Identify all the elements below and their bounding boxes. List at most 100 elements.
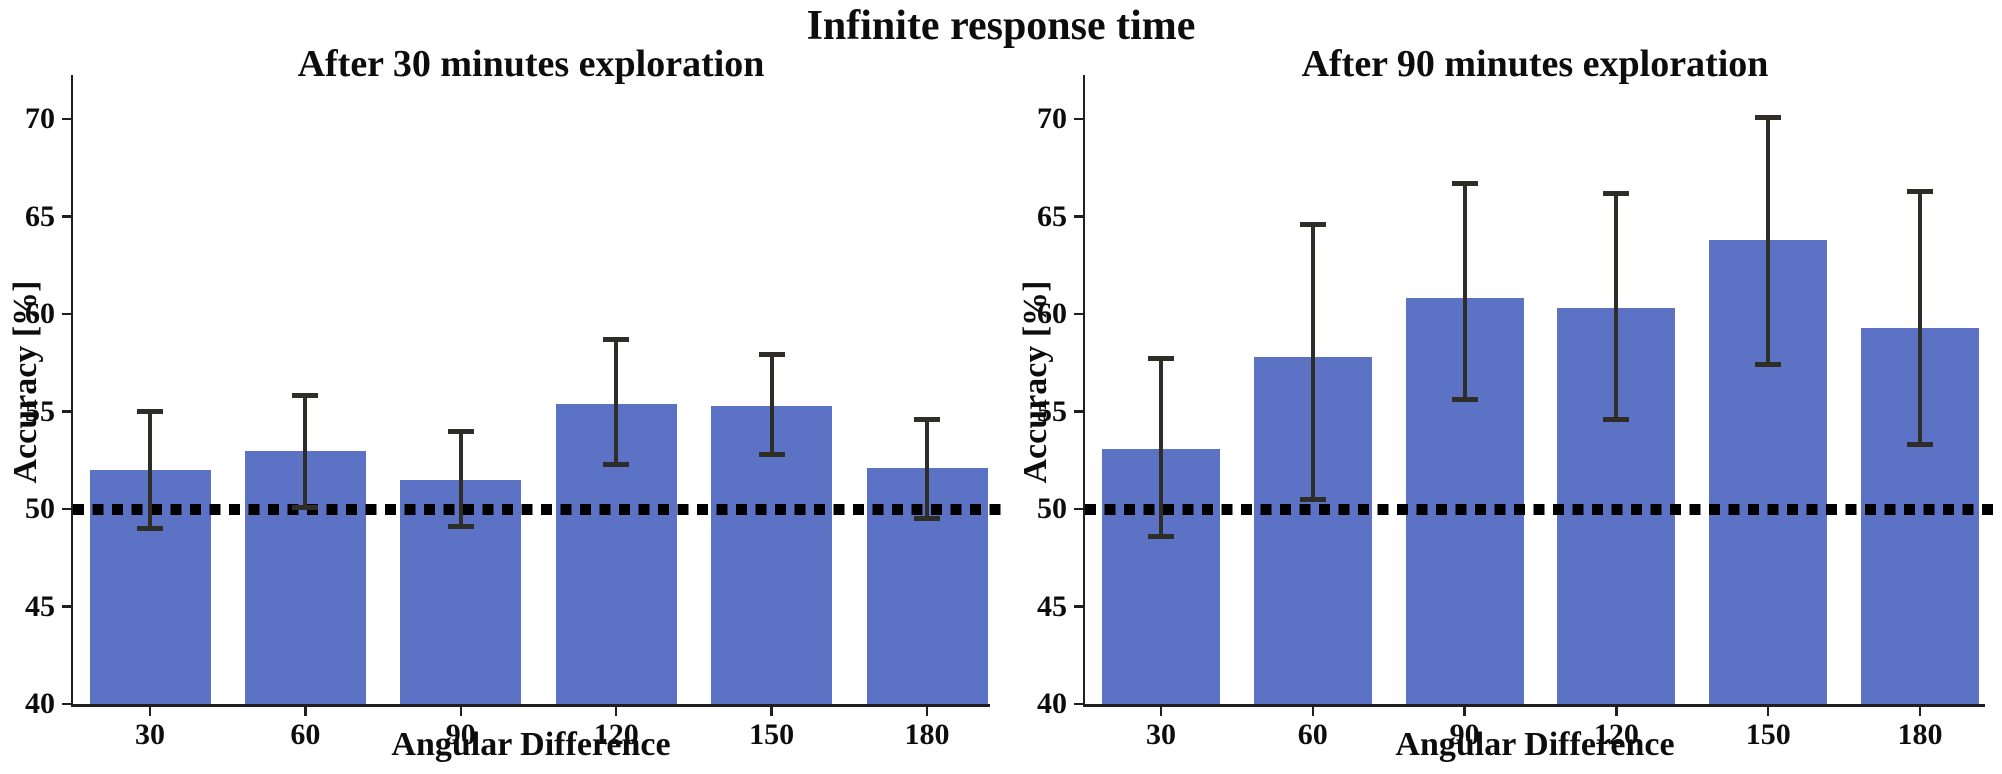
error-bar-cap-top	[292, 393, 319, 399]
x-tick-mark	[148, 706, 152, 716]
x-tick-label: 120	[1593, 718, 1639, 751]
error-bar-cap-bottom	[292, 504, 319, 510]
error-bar-cap-bottom	[758, 451, 785, 457]
error-bar-line	[148, 411, 152, 529]
error-bar-cap-bottom	[603, 461, 630, 467]
x-tick-label: 150	[749, 718, 795, 751]
error-bar-cap-top	[603, 336, 630, 342]
error-bar-line	[1159, 358, 1163, 537]
x-tick-mark	[1311, 706, 1315, 716]
y-tick-label: 55	[1037, 394, 1067, 428]
y-tick-label: 50	[1037, 492, 1067, 525]
right-x-axis-label: Angular Difference	[1395, 726, 1675, 763]
y-tick-mark	[1074, 215, 1083, 218]
y-tick-mark	[62, 605, 71, 608]
error-bar-line	[614, 339, 619, 465]
y-tick-label: 60	[25, 297, 55, 330]
y-tick-mark	[62, 702, 71, 706]
x-tick-label: 150	[1745, 718, 1791, 751]
x-tick-label: 120	[593, 718, 639, 751]
y-tick-mark	[1074, 410, 1083, 413]
error-bar-cap-bottom	[1451, 397, 1478, 403]
left-x-axis-label: Angular Difference	[391, 726, 671, 763]
chance-line	[73, 503, 1002, 515]
x-tick-mark	[459, 706, 463, 716]
x-tick-label: 180	[904, 718, 950, 751]
x-tick-label: 180	[1897, 718, 1943, 751]
y-tick-label: 45	[25, 589, 55, 623]
error-bar-cap-bottom	[1755, 362, 1782, 368]
error-bar-cap-bottom	[1299, 496, 1326, 502]
y-tick-label: 50	[25, 492, 55, 525]
error-bar-line	[925, 419, 929, 519]
error-bar-cap-bottom	[447, 524, 474, 530]
x-tick-mark	[304, 706, 307, 716]
figure-title: Infinite response time	[806, 3, 1196, 49]
y-tick-mark	[1074, 117, 1083, 121]
y-tick-mark	[1074, 312, 1083, 316]
x-tick-mark	[1918, 706, 1922, 716]
y-tick-mark	[62, 312, 71, 316]
error-bar-line	[1918, 191, 1922, 445]
x-tick-label: 90	[1449, 718, 1480, 751]
y-tick-label: 70	[1037, 102, 1067, 135]
y-tick-mark	[1074, 702, 1083, 706]
error-bar-cap-bottom	[914, 516, 940, 522]
error-bar-cap-bottom	[1907, 442, 1933, 448]
y-tick-label: 40	[25, 687, 55, 720]
x-tick-label: 90	[445, 718, 476, 751]
error-bar-line	[1614, 193, 1619, 420]
y-axis-spine	[70, 75, 73, 707]
y-tick-mark	[1074, 507, 1083, 511]
error-bar-line	[1766, 117, 1771, 365]
error-bar-cap-top	[1299, 221, 1326, 227]
error-bar-cap-top	[137, 409, 163, 414]
error-bar-line	[458, 431, 463, 527]
x-tick-mark	[614, 706, 618, 716]
error-bar-cap-top	[1907, 188, 1933, 194]
y-tick-mark	[62, 507, 71, 511]
error-bar-line	[769, 354, 774, 455]
error-bar-cap-top	[447, 428, 474, 434]
chance-line	[1085, 503, 1997, 515]
error-bar-cap-top	[1148, 356, 1174, 362]
x-tick-mark	[1159, 706, 1163, 716]
x-tick-mark	[1463, 706, 1466, 716]
y-tick-mark	[62, 410, 71, 413]
y-tick-label: 45	[1037, 589, 1067, 623]
x-tick-mark	[1615, 706, 1618, 716]
left-panel-title: After 30 minutes exploration	[297, 43, 765, 85]
y-tick-mark	[62, 117, 71, 121]
error-bar-cap-bottom	[1603, 416, 1630, 422]
y-tick-mark	[62, 215, 71, 218]
y-tick-label: 55	[25, 394, 55, 428]
y-tick-label: 60	[1037, 297, 1067, 330]
y-tick-label: 40	[1037, 687, 1067, 720]
x-axis-spine	[1082, 704, 1985, 707]
y-tick-label: 65	[25, 199, 55, 233]
error-bar-cap-bottom	[137, 526, 163, 531]
x-tick-mark	[925, 706, 929, 716]
x-tick-mark	[1766, 706, 1770, 716]
error-bar-line	[1310, 224, 1315, 500]
y-tick-mark	[1074, 605, 1083, 608]
x-tick-label: 60	[290, 718, 321, 751]
x-tick-mark	[770, 706, 773, 716]
error-bar-cap-top	[914, 416, 940, 422]
error-bar-line	[303, 395, 308, 508]
right-panel-title: After 90 minutes exploration	[1301, 43, 1769, 85]
x-tick-label: 30	[135, 718, 165, 751]
y-tick-label: 65	[1037, 199, 1067, 233]
x-axis-spine	[70, 704, 990, 707]
x-tick-label: 30	[1146, 718, 1176, 751]
y-axis-spine	[1082, 75, 1085, 707]
error-bar-cap-top	[1603, 190, 1630, 196]
error-bar-cap-top	[758, 352, 785, 358]
x-tick-label: 60	[1297, 718, 1328, 751]
error-bar-cap-top	[1755, 114, 1782, 120]
error-bar-cap-bottom	[1148, 533, 1174, 539]
error-bar-line	[1462, 183, 1467, 400]
